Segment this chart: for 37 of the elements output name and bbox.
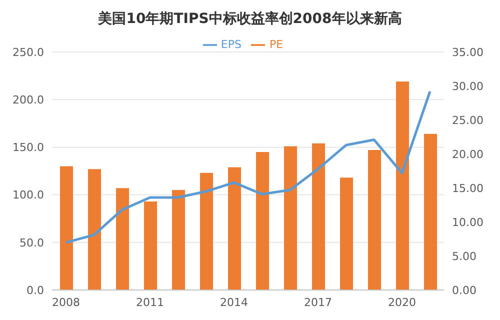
x-tick-label: 2008	[52, 296, 80, 309]
bar	[228, 167, 241, 290]
y-tick-label: 250.0	[12, 46, 44, 59]
legend-label: PE	[269, 38, 284, 52]
bar	[144, 201, 157, 290]
bar	[116, 188, 129, 290]
bar	[284, 146, 297, 290]
y2-tick-label: 0.00	[452, 284, 476, 297]
y2-tick-label: 20.00	[452, 148, 484, 161]
y2-tick-label: 35.00	[452, 46, 484, 59]
y-tick-label: 50.0	[20, 236, 44, 250]
x-tick-label: 2020	[388, 296, 416, 309]
line-series	[64, 90, 432, 244]
bar	[368, 150, 381, 290]
legend-label: EPS	[220, 38, 242, 52]
bar	[340, 178, 353, 290]
chart-title: 美国10年期TIPS中标收益率创2008年以来新高	[96, 10, 403, 29]
bar	[88, 169, 101, 290]
bar	[396, 82, 409, 290]
y-tick-label: 0.0	[26, 284, 44, 297]
y-tick-label: 200.0	[12, 94, 44, 107]
x-tick-label: 2014	[220, 296, 248, 309]
bar	[172, 190, 185, 290]
bar	[312, 143, 325, 290]
y2-tick-label: 25.00	[452, 114, 484, 127]
y2-tick-label: 15.00	[452, 182, 484, 195]
bar	[424, 134, 437, 290]
y2-tick-label: 30.00	[452, 80, 484, 93]
y2-tick-label: 5.00	[452, 250, 476, 263]
y-tick-label: 100.0	[12, 188, 44, 202]
y2-tick-label: 10.00	[452, 216, 484, 229]
x-tick-label: 2011	[136, 296, 164, 309]
x-tick-label: 2017	[304, 296, 332, 309]
bar	[200, 172, 213, 290]
bar	[60, 166, 73, 290]
bar	[256, 152, 269, 290]
y-tick-label: 150.0	[12, 141, 44, 154]
